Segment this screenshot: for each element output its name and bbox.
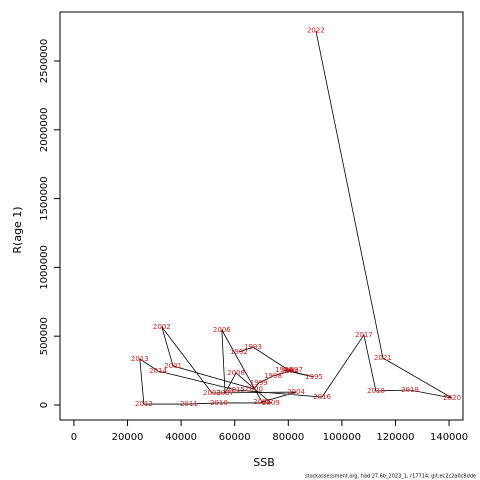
point-label: 2007 (216, 389, 234, 397)
point-label: 1998 (264, 372, 282, 380)
y-tick-label: 2500000 (39, 39, 50, 84)
point-label: 2020 (443, 394, 461, 402)
y-tick-label: 1000000 (39, 245, 50, 290)
x-tick-label: 60000 (219, 432, 251, 443)
point-label: 2006 (213, 326, 231, 334)
point-label: 2018 (367, 387, 385, 395)
x-tick-label: 20000 (112, 432, 144, 443)
point-label: 1995 (305, 373, 323, 381)
point-label: 2003 (203, 389, 221, 397)
y-tick-label: 500000 (39, 317, 50, 355)
x-tick-label: 0 (71, 432, 77, 443)
x-tick-label: 40000 (165, 432, 197, 443)
point-label: 2016 (313, 393, 331, 401)
point-label: 2005 (253, 398, 271, 406)
point-label: 2011 (180, 400, 198, 408)
point-label: 1997 (285, 366, 303, 374)
plot-frame (59, 11, 464, 421)
point-label: 2010 (210, 399, 228, 407)
point-label: 2012 (135, 400, 153, 408)
y-tick-label: 1500000 (39, 176, 50, 221)
y-tick-label: 0 (39, 402, 50, 408)
point-label: 2013 (131, 355, 149, 363)
x-tick-label: 100000 (323, 432, 361, 443)
point-label: 2014 (149, 367, 167, 375)
x-axis-title: SSB (253, 456, 275, 469)
y-tick-label: 2000000 (39, 108, 50, 153)
point-label: 2009 (262, 399, 280, 407)
point-label: 2021 (374, 354, 392, 362)
point-label: 2001 (164, 362, 182, 370)
line (139, 30, 453, 405)
point-label: 1996 (275, 366, 293, 374)
point-label: 2017 (355, 331, 373, 339)
point-label: 2015 (227, 386, 245, 394)
footer: stockassessment.org, had.27.6b_2023_1, r… (305, 474, 476, 480)
point-label: 2019 (401, 386, 419, 394)
x-tick-label: 80000 (272, 432, 304, 443)
x-tick-label: 120000 (376, 432, 414, 443)
point-label: 2000 (245, 385, 263, 393)
point-label: 1992 (230, 348, 248, 356)
y-axis-title: R(age 1) (11, 206, 24, 253)
point-label: 1994 (281, 367, 299, 375)
point-label: 2022 (307, 27, 325, 35)
point-label: 1993 (244, 343, 262, 351)
point-label: 1999 (250, 379, 268, 387)
point-label: 2002 (153, 323, 171, 331)
point-label: 2008 (227, 369, 245, 377)
x-tick-label: 140000 (430, 432, 468, 443)
point-label: 2004 (287, 388, 305, 396)
